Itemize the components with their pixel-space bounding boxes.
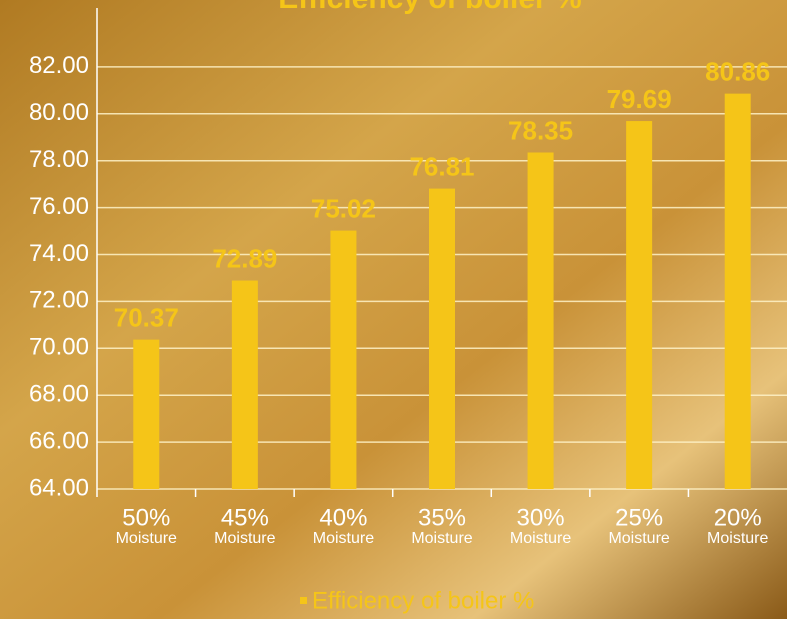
data-label: 79.69 bbox=[607, 84, 672, 114]
x-tick-label: Moisture bbox=[510, 530, 571, 547]
data-label: 72.89 bbox=[212, 243, 277, 273]
legend-label: Efficiency of boiler % bbox=[312, 587, 534, 614]
y-tick-label: 70.00 bbox=[29, 334, 89, 361]
bar bbox=[626, 121, 653, 489]
x-tick-label: 40% bbox=[319, 504, 367, 531]
y-tick-label: 80.00 bbox=[29, 99, 89, 126]
x-tick-label: 45% bbox=[221, 504, 269, 531]
y-tick-label: 82.00 bbox=[29, 52, 89, 79]
bar bbox=[231, 280, 258, 489]
data-label: 76.81 bbox=[409, 151, 474, 181]
bar bbox=[429, 188, 455, 489]
bar bbox=[724, 93, 751, 490]
y-tick-label: 78.00 bbox=[29, 146, 89, 173]
data-label: 70.37 bbox=[114, 302, 179, 332]
chart-title: Efficiency of boiler % bbox=[278, 0, 581, 15]
data-label: 78.35 bbox=[508, 115, 573, 145]
bar bbox=[330, 230, 357, 489]
y-tick-label: 74.00 bbox=[29, 240, 89, 267]
x-tick-label: 30% bbox=[517, 504, 565, 531]
bar bbox=[527, 152, 554, 489]
y-tick-label: 68.00 bbox=[29, 381, 89, 408]
x-tick-label: 35% bbox=[418, 504, 466, 531]
y-tick-label: 72.00 bbox=[29, 287, 89, 314]
bar bbox=[133, 339, 160, 489]
x-tick-label: 20% bbox=[714, 504, 762, 531]
y-tick-label: 66.00 bbox=[29, 427, 89, 454]
x-tick-label: 25% bbox=[615, 504, 663, 531]
data-label: 75.02 bbox=[311, 193, 376, 223]
x-tick-label: Moisture bbox=[313, 530, 374, 547]
y-tick-label: 76.00 bbox=[29, 193, 89, 220]
x-tick-label: Moisture bbox=[116, 530, 177, 547]
x-tick-label: Moisture bbox=[707, 530, 768, 547]
y-tick-label: 64.00 bbox=[29, 474, 89, 501]
x-tick-label: Moisture bbox=[608, 530, 669, 547]
legend-swatch bbox=[300, 597, 307, 604]
data-label: 80.86 bbox=[705, 57, 770, 87]
x-tick-label: Moisture bbox=[411, 530, 472, 547]
x-tick-label: 50% bbox=[122, 504, 170, 531]
x-tick-label: Moisture bbox=[214, 530, 275, 547]
